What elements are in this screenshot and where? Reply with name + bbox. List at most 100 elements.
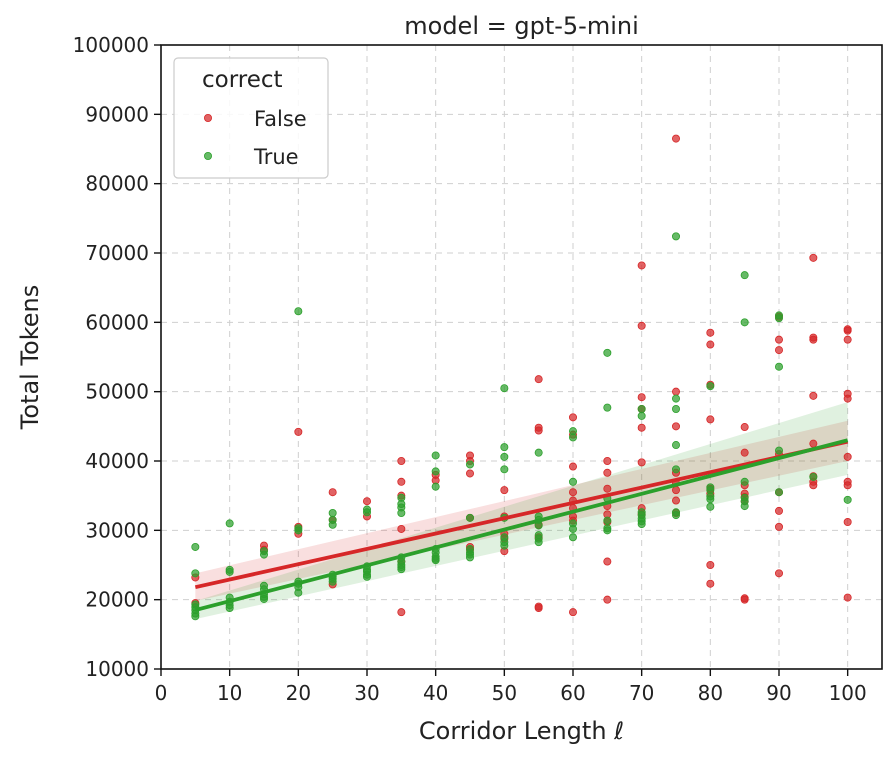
data-point-false [706,579,715,588]
data-point-false [397,477,406,486]
data-point-false [362,497,371,506]
data-point-true [431,451,440,460]
data-point-true [465,460,474,469]
data-point-false [465,469,474,478]
data-point-true [672,441,681,450]
data-point-true [775,362,784,371]
data-point-true [259,594,268,603]
data-point-false [775,506,784,515]
data-point-true [775,314,784,323]
data-point-true [500,541,509,550]
data-point-false [672,486,681,495]
data-point-true [740,271,749,280]
x-tick-label: 70 [629,681,654,705]
legend-box [173,57,329,179]
data-point-true [397,565,406,574]
data-point-true [328,520,337,529]
data-point-false [569,488,578,497]
data-point-false [603,484,612,493]
data-point-true [672,232,681,241]
regression-lines [194,438,849,612]
data-point-false [603,595,612,604]
data-point-true [225,519,234,528]
data-point-false [397,608,406,617]
data-point-true [672,511,681,520]
data-point-false [843,326,852,335]
y-tick-label: 40000 [85,449,149,473]
plot-frame [160,44,883,670]
data-point-true [672,404,681,413]
data-point-true [259,550,268,559]
data-point-false [740,448,749,457]
data-point-false [706,415,715,424]
x-tick-label: 100 [829,681,867,705]
data-point-false [809,391,818,400]
data-point-true [328,577,337,586]
data-point-true [672,465,681,474]
data-point-true [362,572,371,581]
data-point-false [843,518,852,527]
data-point-true [294,307,303,316]
data-point-true [362,508,371,517]
data-point-true [465,513,474,522]
data-point-false [740,423,749,432]
data-point-false [637,261,646,270]
x-axis-label: Corridor Length ℓ [419,717,624,745]
legend-marker-true [203,151,212,160]
data-point-true [191,569,200,578]
data-point-true [637,411,646,420]
data-point-false [809,253,818,262]
y-tick-label: 80000 [85,172,149,196]
legend-label-false: False [254,107,307,131]
x-tick-label: 30 [354,681,379,705]
data-point-true [294,526,303,535]
data-point-true [603,348,612,357]
confidence-bands [195,402,848,620]
chart-title: model = gpt-5-mini [404,12,639,40]
data-point-true [569,477,578,486]
data-point-false [294,427,303,436]
data-point-true [603,526,612,535]
data-point-false [809,481,818,490]
y-tick-label: 50000 [85,380,149,404]
data-point-false [603,456,612,465]
data-point-true [569,524,578,533]
confidence-band-true [195,402,848,620]
data-point-false [775,522,784,531]
data-point-false [843,394,852,403]
data-point-true [569,433,578,442]
x-tick-label: 50 [492,681,517,705]
data-point-false [672,422,681,431]
data-point-true [603,403,612,412]
data-point-false [534,426,543,435]
data-point-true [431,467,440,476]
data-point-false [809,335,818,344]
x-tick-label: 60 [560,681,585,705]
legend-items: False True [203,107,307,169]
data-point-false [775,335,784,344]
data-point-false [637,321,646,330]
x-tick-label: 90 [766,681,791,705]
data-point-false [843,593,852,602]
y-tick-label: 70000 [85,241,149,265]
y-tick-label: 90000 [85,102,149,126]
data-point-false [637,458,646,467]
data-point-true [500,465,509,474]
data-point-true [569,533,578,542]
data-point-false [672,134,681,143]
legend-label-true: True [253,145,299,169]
data-point-false [672,496,681,505]
data-point-true [706,502,715,511]
data-point-true [809,472,818,481]
data-point-true [706,495,715,504]
data-point-true [740,502,749,511]
data-point-false [637,423,646,432]
data-point-true [191,612,200,621]
data-point-false [569,413,578,422]
data-point-false [397,524,406,533]
confidence-band-false [195,420,848,602]
legend-title: correct [202,67,283,93]
y-tick-label: 20000 [85,588,149,612]
data-point-false [672,387,681,396]
